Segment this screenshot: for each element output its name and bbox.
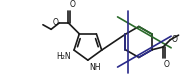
Text: O: O [164, 60, 170, 69]
Text: NH: NH [90, 63, 101, 72]
Text: O: O [69, 0, 75, 9]
Text: O: O [52, 18, 58, 27]
Text: O: O [171, 35, 177, 44]
Text: H₂N: H₂N [57, 52, 71, 61]
